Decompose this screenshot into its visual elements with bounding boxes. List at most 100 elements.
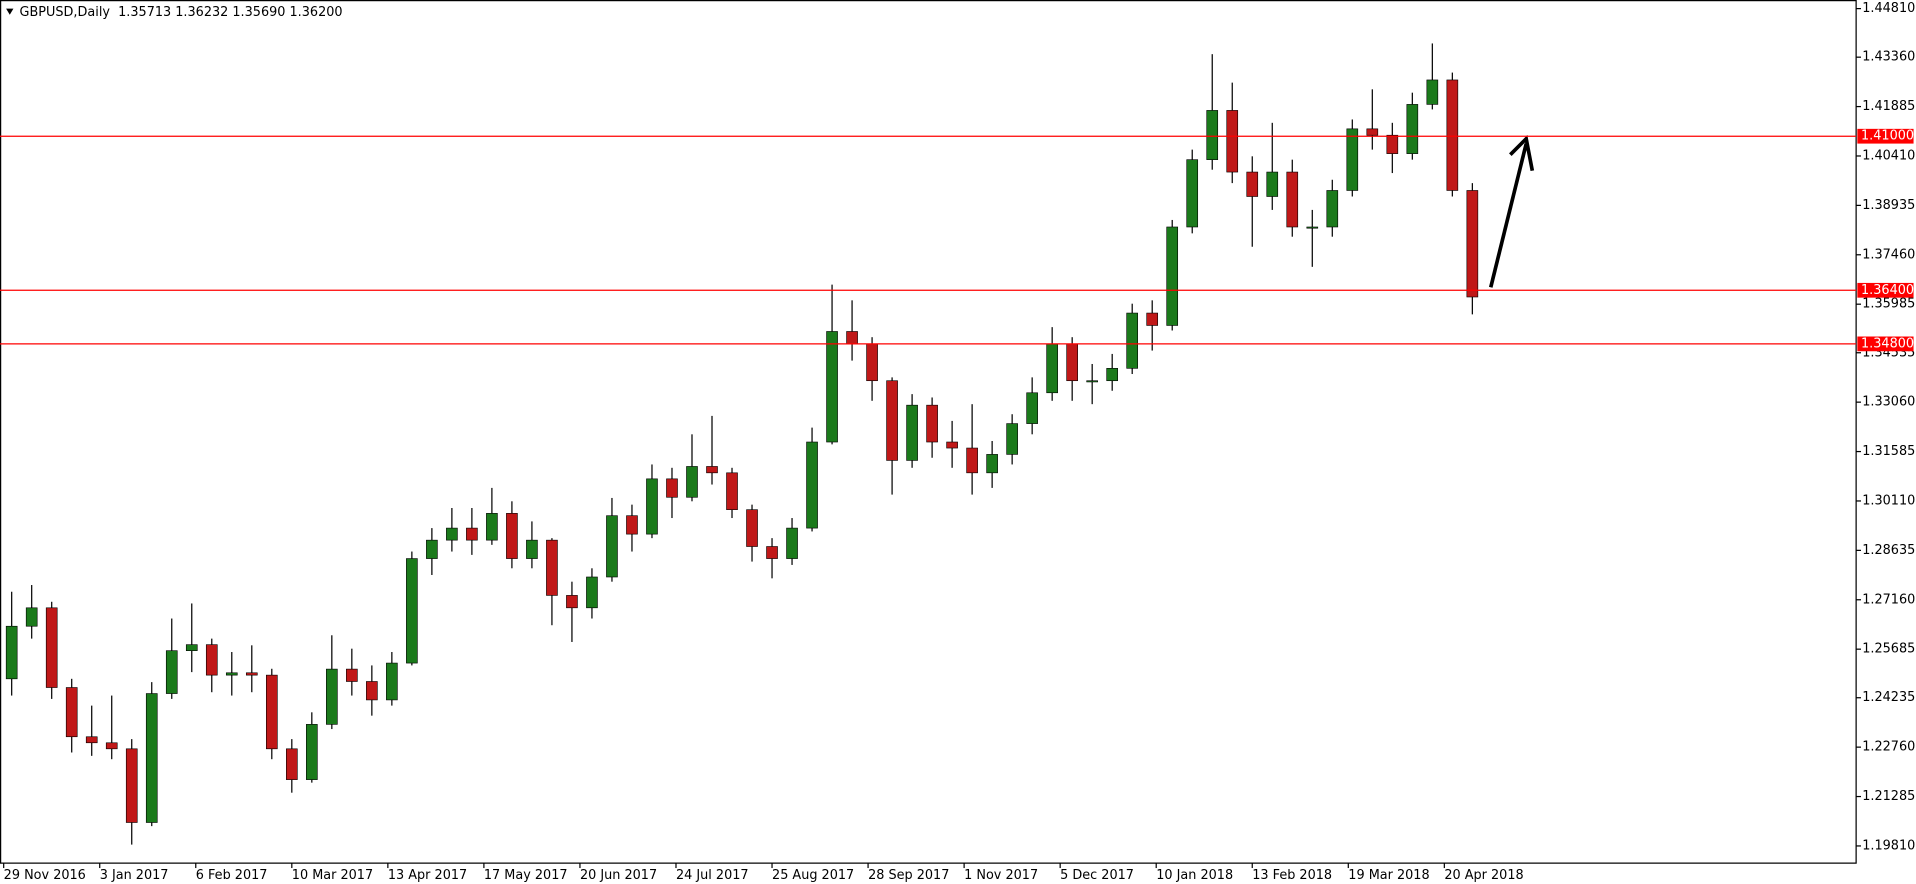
x-tick-label: 19 Mar 2018 [1348,868,1429,883]
x-tick-label: 28 Sep 2017 [868,868,949,883]
y-tick-label: 1.22760 [1862,740,1915,755]
candle-body [25,607,38,627]
candle-body [346,668,358,682]
level-label: 1.34800 [1861,336,1914,351]
candle-body [1026,392,1038,424]
candle-body [5,625,18,680]
candle-body [225,672,238,676]
candle-body [1226,110,1239,173]
level-label: 1.36400 [1861,283,1914,298]
symbol-menu-icon [6,8,14,15]
x-tick-label: 20 Jun 2017 [580,868,657,883]
level-label-box [1857,128,1914,144]
candle-body [1266,171,1279,197]
x-tick-label: 29 Nov 2016 [4,868,86,883]
y-tick-label: 1.28635 [1862,543,1915,558]
candle-body [466,527,478,541]
candle-body [986,454,998,474]
y-tick-label: 1.30110 [1862,493,1915,508]
y-tick-label: 1.21285 [1862,789,1915,804]
candle-body [866,343,878,382]
y-tick-label: 1.44810 [1862,1,1915,16]
candle-body [486,513,498,541]
candle-body [265,674,278,750]
candle-body [1086,380,1098,383]
candle-body [966,447,978,474]
x-tick-label: 10 Jan 2018 [1156,868,1233,883]
y-tick-label: 1.43360 [1862,50,1915,65]
candle-body [1066,343,1078,382]
y-tick-label: 1.37460 [1862,247,1915,262]
y-tick-label: 1.25685 [1862,642,1915,657]
candle-body [1166,226,1179,326]
candle-body [606,515,618,578]
x-tick-label: 17 May 2017 [484,868,568,883]
candle-body [245,672,258,676]
candle-body [185,644,198,651]
candle-body [626,515,638,535]
candle-body [566,595,578,609]
candle-body [1426,79,1439,105]
candle-body [1246,171,1259,197]
level-label-box [1857,282,1914,298]
candle-body [726,472,738,510]
candle-body [1386,134,1399,154]
candle-body [45,607,58,688]
candle-body [125,748,138,823]
candle-body [165,650,178,694]
x-tick-label: 10 Mar 2017 [292,868,373,883]
candle-body [686,466,698,498]
x-tick-label: 24 Jul 2017 [676,868,749,883]
candle-body [1006,423,1018,455]
candle-body [85,736,98,744]
y-tick-label: 1.19810 [1862,838,1915,853]
candle-body [286,748,298,780]
candle-body [1106,368,1118,382]
candle-body [646,478,658,535]
candle-body [366,681,378,701]
candles [5,43,1479,845]
candle-body [446,527,458,541]
candle-body [145,693,158,823]
arrow-shaft [1488,143,1528,288]
y-tick-label: 1.41885 [1862,99,1915,114]
x-tick-label: 13 Apr 2017 [388,868,467,883]
x-tick-label: 25 Aug 2017 [772,868,854,883]
y-tick-label: 1.38935 [1862,198,1915,213]
candle-body [586,576,598,609]
candle-body [526,539,538,559]
candle-body [386,662,398,701]
candle-body [1346,128,1359,191]
arrow-head [1509,134,1535,172]
candle-body [1126,312,1139,369]
candle-body [846,331,858,345]
y-tick-label: 1.27160 [1862,592,1915,607]
candle-body [946,441,958,449]
candle-body [886,380,898,461]
candle-body [506,513,518,559]
x-tick-label: 1 Nov 2017 [964,868,1038,883]
candle-body [65,687,78,738]
candle-body [786,527,798,559]
candle-body [906,404,918,461]
candle-body [766,546,778,559]
x-tick-label: 3 Jan 2017 [100,868,169,883]
candle-body [1466,190,1479,298]
level-label: 1.41000 [1861,129,1914,144]
candle-body [1406,104,1419,154]
candle-body [1186,159,1199,228]
candle-body [706,466,718,474]
candle-body [105,742,118,750]
level-label-box [1857,336,1914,352]
candle-body [306,724,318,780]
candle-body [205,644,218,676]
candle-body [1046,343,1058,394]
y-tick-label: 1.40410 [1862,148,1915,163]
x-tick-label: 13 Feb 2018 [1252,868,1332,883]
y-tick-label: 1.33060 [1862,395,1915,410]
candle-body [1286,171,1299,228]
candle-body [826,331,838,443]
x-tick-label: 6 Feb 2017 [196,868,268,883]
